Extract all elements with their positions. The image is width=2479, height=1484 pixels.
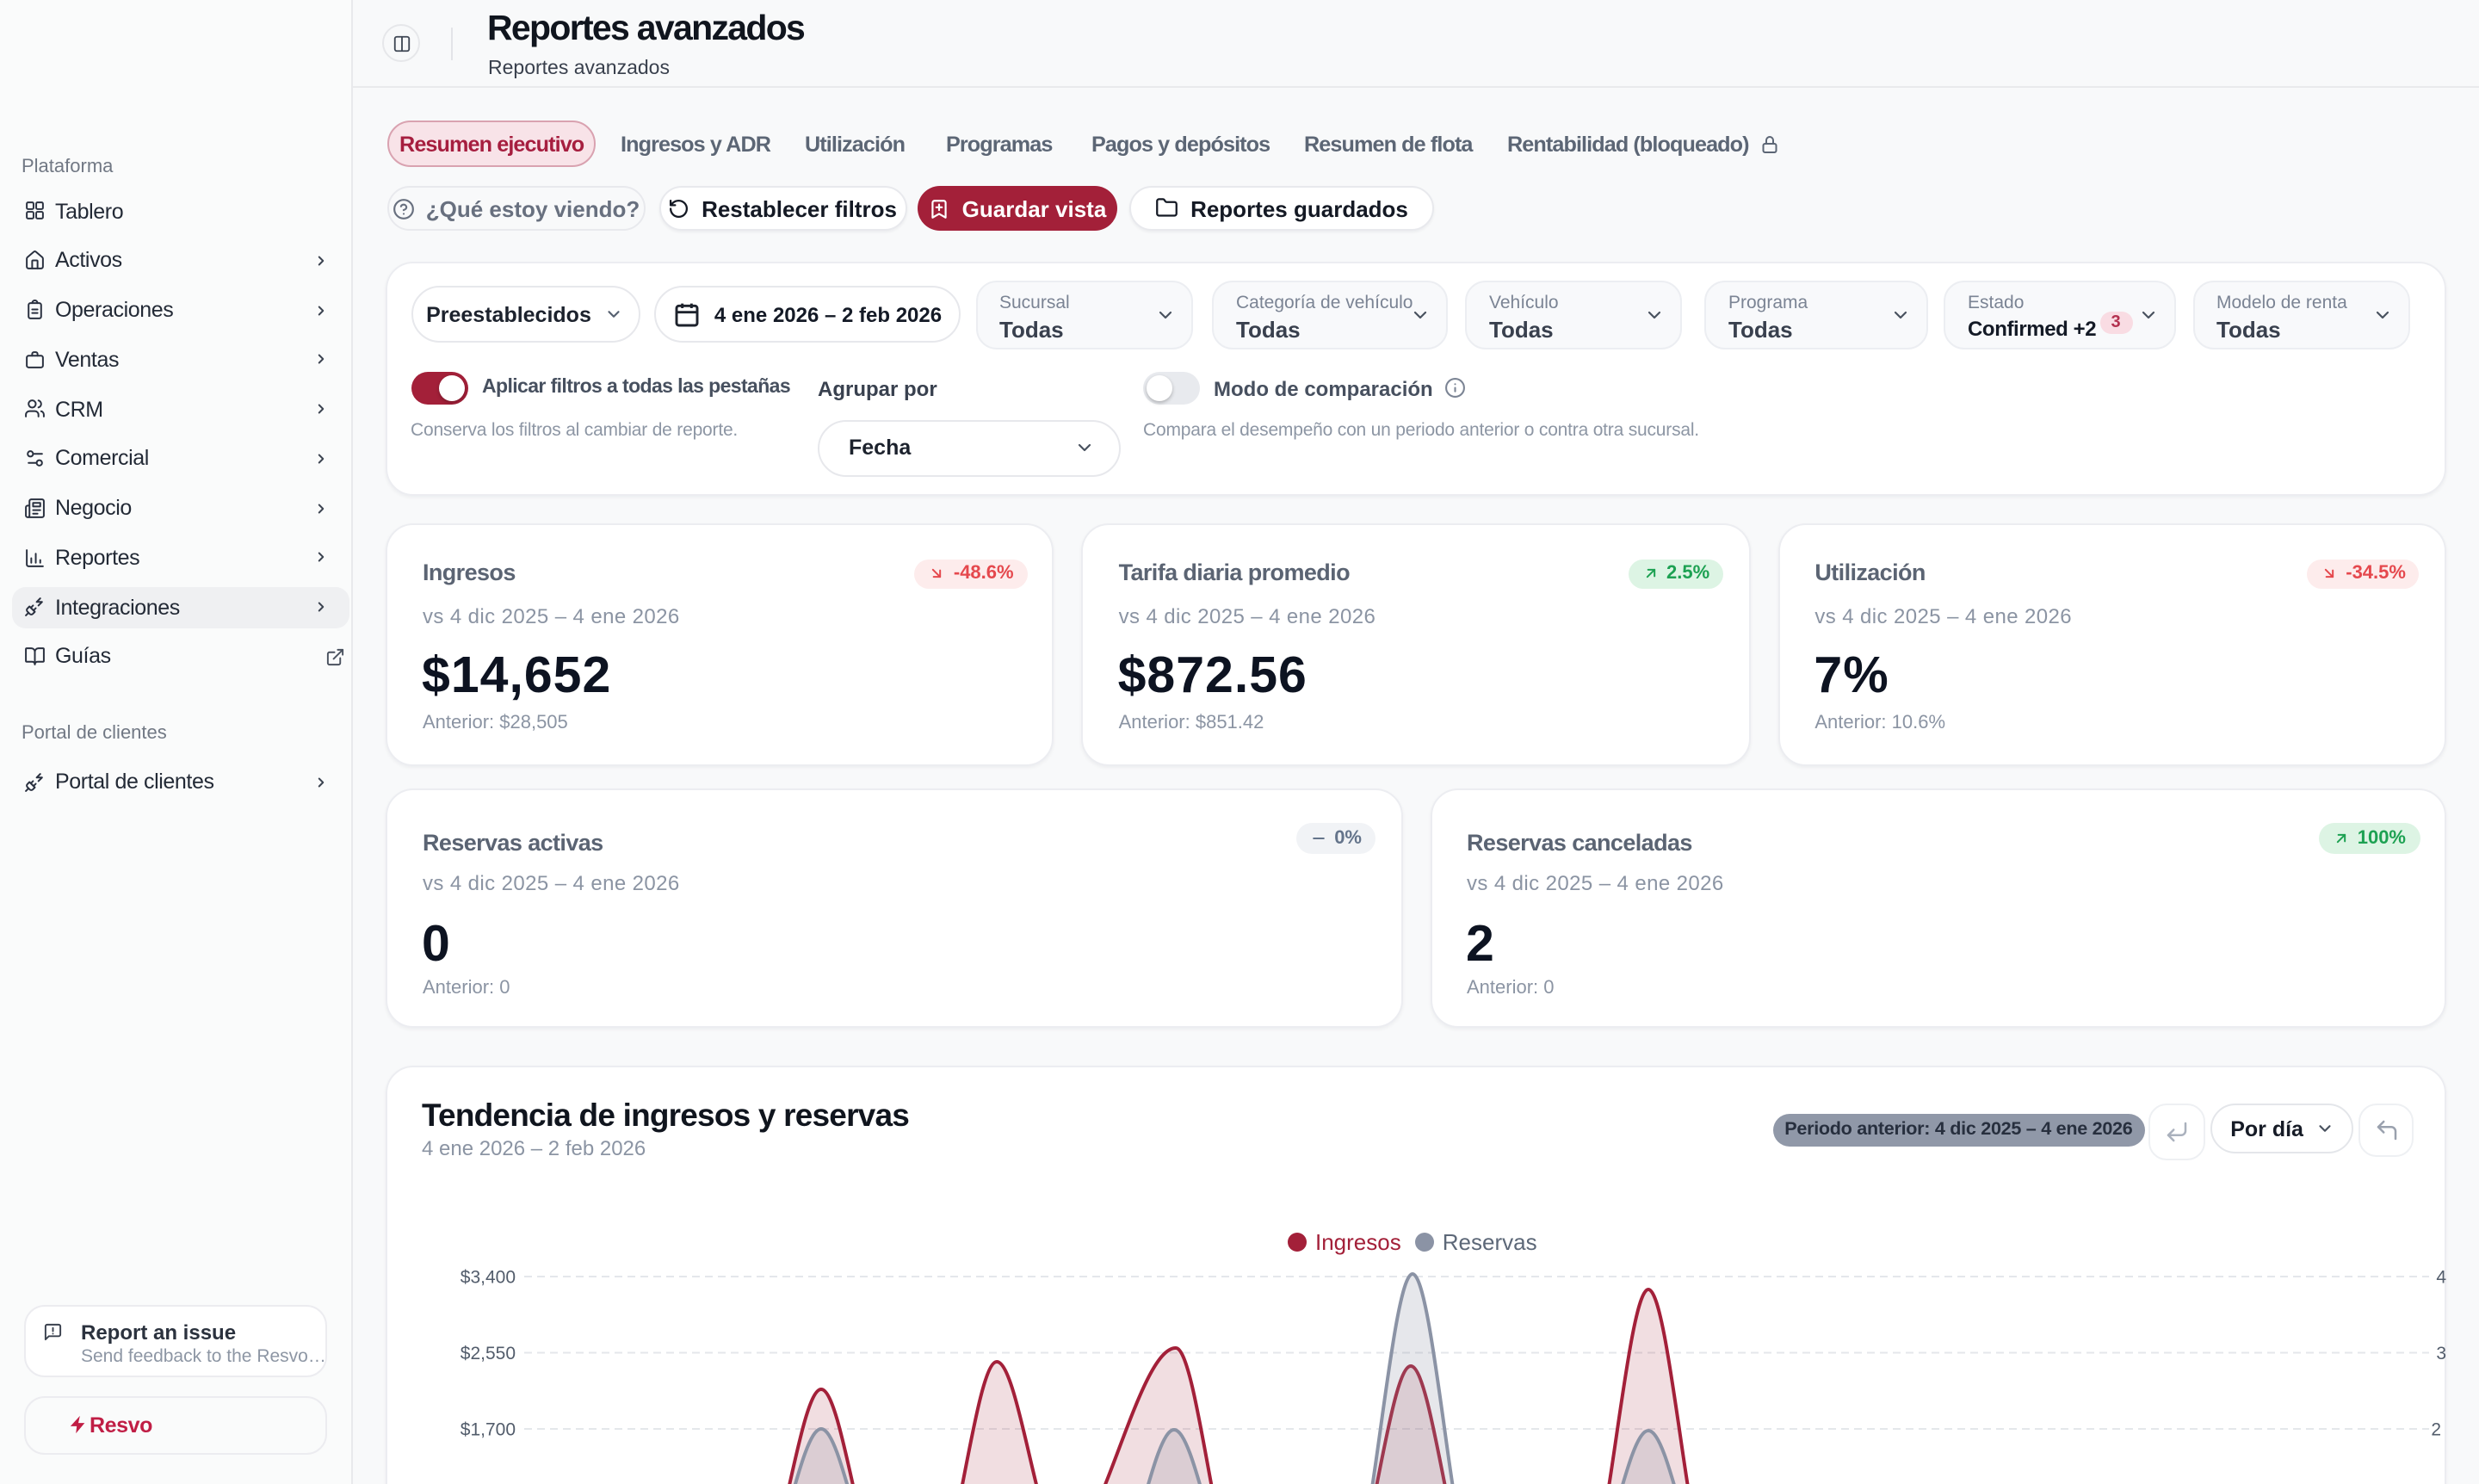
- svg-text:2: 2: [2431, 1419, 2441, 1439]
- svg-text:$2,550: $2,550: [461, 1344, 516, 1363]
- svg-text:4: 4: [2436, 1267, 2446, 1287]
- svg-text:$1,700: $1,700: [461, 1419, 516, 1439]
- svg-text:$3,400: $3,400: [461, 1267, 516, 1287]
- svg-text:3: 3: [2436, 1344, 2446, 1363]
